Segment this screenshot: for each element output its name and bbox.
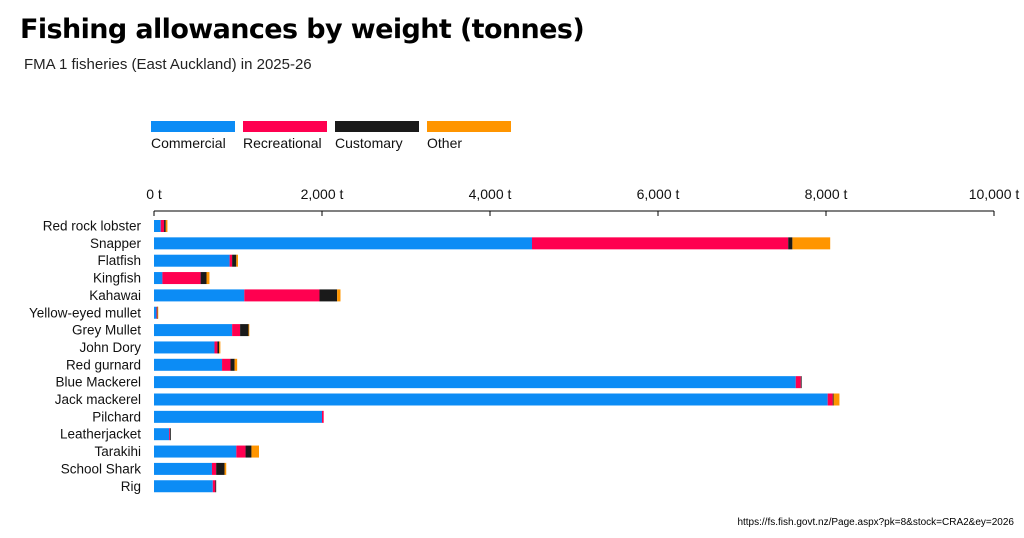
x-axis: 0 t 2,000 t 4,000 t 6,000 t 8,000 t 10,000 t <box>146 186 1019 216</box>
category-label: Leatherjacket <box>60 427 141 442</box>
bar-segment-other <box>251 445 259 458</box>
bar-segment-customary <box>216 462 225 475</box>
bar-segment-commercial <box>154 358 223 371</box>
bar-segment-commercial <box>154 393 828 406</box>
chart-title: Fishing allowances by weight (tonnes) <box>20 14 585 45</box>
category-label: Red rock lobster <box>43 219 142 234</box>
bar-segment-customary <box>832 393 834 406</box>
bar-segment-commercial <box>154 254 230 267</box>
legend-swatch-other <box>427 121 511 132</box>
category-labels: Red rock lobster Snapper Flatfish Kingfish K… <box>29 219 142 494</box>
bar-segment-recreational <box>244 289 320 302</box>
bar-segment-recreational <box>162 272 201 285</box>
bar-segment-recreational <box>222 358 231 371</box>
bar-segment-recreational <box>232 324 241 337</box>
bar-segment-commercial <box>154 272 163 285</box>
bar-segment-recreational <box>236 445 246 458</box>
bar-segment-recreational <box>211 462 217 475</box>
bar-segment-customary <box>230 358 235 371</box>
bar-segment-customary <box>200 272 207 285</box>
bar-segment-other <box>236 254 238 267</box>
category-label: School Shark <box>61 461 142 476</box>
bar-segment-commercial <box>154 445 237 458</box>
legend: Commercial Recreational Customary Other <box>151 121 511 151</box>
bar-segment-other <box>165 220 168 232</box>
bar-segment-commercial <box>154 306 157 319</box>
bar-segment-recreational <box>229 254 233 267</box>
bar-segment-other <box>248 324 250 337</box>
bar-segment-recreational <box>322 410 324 423</box>
bar-segment-recreational <box>214 341 218 354</box>
bar-segment-customary <box>232 254 237 267</box>
legend-label-recreational: Recreational <box>243 135 322 151</box>
legend-swatch-recreational <box>243 121 327 132</box>
bar-segment-recreational <box>212 480 216 493</box>
legend-swatch-commercial <box>151 121 235 132</box>
category-label: Rig <box>121 479 141 494</box>
bar-segment-customary <box>164 220 166 232</box>
bar-segment-commercial <box>154 410 322 423</box>
bar-segment-customary <box>217 341 220 354</box>
bar-segment-customary <box>788 237 793 250</box>
x-tick-label: 4,000 t <box>469 186 512 202</box>
category-label: Kingfish <box>93 271 141 286</box>
bar-segment-commercial <box>154 480 213 493</box>
bar-segment-other <box>157 306 159 319</box>
bar-segment-commercial <box>154 341 215 354</box>
bar-segment-commercial <box>154 237 532 250</box>
bars <box>154 220 840 493</box>
category-label: Pilchard <box>92 409 141 424</box>
bar-segment-customary <box>169 428 171 441</box>
category-label: Blue Mackerel <box>55 375 141 390</box>
bar-segment-customary <box>245 445 252 458</box>
bar-segment-other <box>833 393 840 406</box>
bar-segment-recreational <box>827 393 833 406</box>
bar-segment-commercial <box>154 324 233 337</box>
bar-segment-other <box>206 272 210 285</box>
bar-segment-commercial <box>154 289 245 302</box>
bar-segment-customary <box>240 324 249 337</box>
category-label: Flatfish <box>97 253 141 268</box>
bar-segment-commercial <box>154 428 170 441</box>
x-tick-label: 6,000 t <box>637 186 680 202</box>
category-label: Yellow-eyed mullet <box>29 305 141 320</box>
bar-segment-recreational <box>795 376 801 389</box>
bar-segment-recreational <box>156 306 158 319</box>
category-label: Jack mackerel <box>55 392 141 407</box>
category-label: Red gurnard <box>66 357 141 372</box>
legend-label-customary: Customary <box>335 135 403 151</box>
bar-segment-customary <box>800 376 802 389</box>
legend-swatch-customary <box>335 121 419 132</box>
category-label: Snapper <box>90 236 142 251</box>
bar-segment-recreational <box>532 237 789 250</box>
bar-segment-other <box>234 358 238 371</box>
x-tick-label: 2,000 t <box>301 186 344 202</box>
bar-segment-commercial <box>154 220 161 232</box>
chart-subtitle: FMA 1 fisheries (East Auckland) in 2025-… <box>24 56 312 73</box>
bar-segment-customary <box>319 289 338 302</box>
bar-segment-other <box>219 341 221 354</box>
category-label: Kahawai <box>89 288 141 303</box>
bar-segment-other <box>792 237 831 250</box>
source-note: https://fs.fish.govt.nz/Page.aspx?pk=8&s… <box>737 517 1014 528</box>
legend-label-commercial: Commercial <box>151 135 226 151</box>
bar-segment-other <box>337 289 341 302</box>
x-tick-label: 10,000 t <box>969 186 1020 202</box>
bar-segment-customary <box>215 480 217 493</box>
category-label: John Dory <box>79 340 141 355</box>
x-tick-label: 8,000 t <box>805 186 848 202</box>
x-tick-label: 0 t <box>146 186 162 202</box>
bar-segment-recreational <box>160 220 165 232</box>
bar-segment-other <box>224 462 227 475</box>
category-label: Tarakihi <box>94 444 141 459</box>
bar-segment-commercial <box>154 376 796 389</box>
legend-label-other: Other <box>427 135 462 151</box>
category-label: Grey Mullet <box>72 323 141 338</box>
bar-segment-commercial <box>154 462 212 475</box>
bar-segment-recreational <box>169 428 170 441</box>
